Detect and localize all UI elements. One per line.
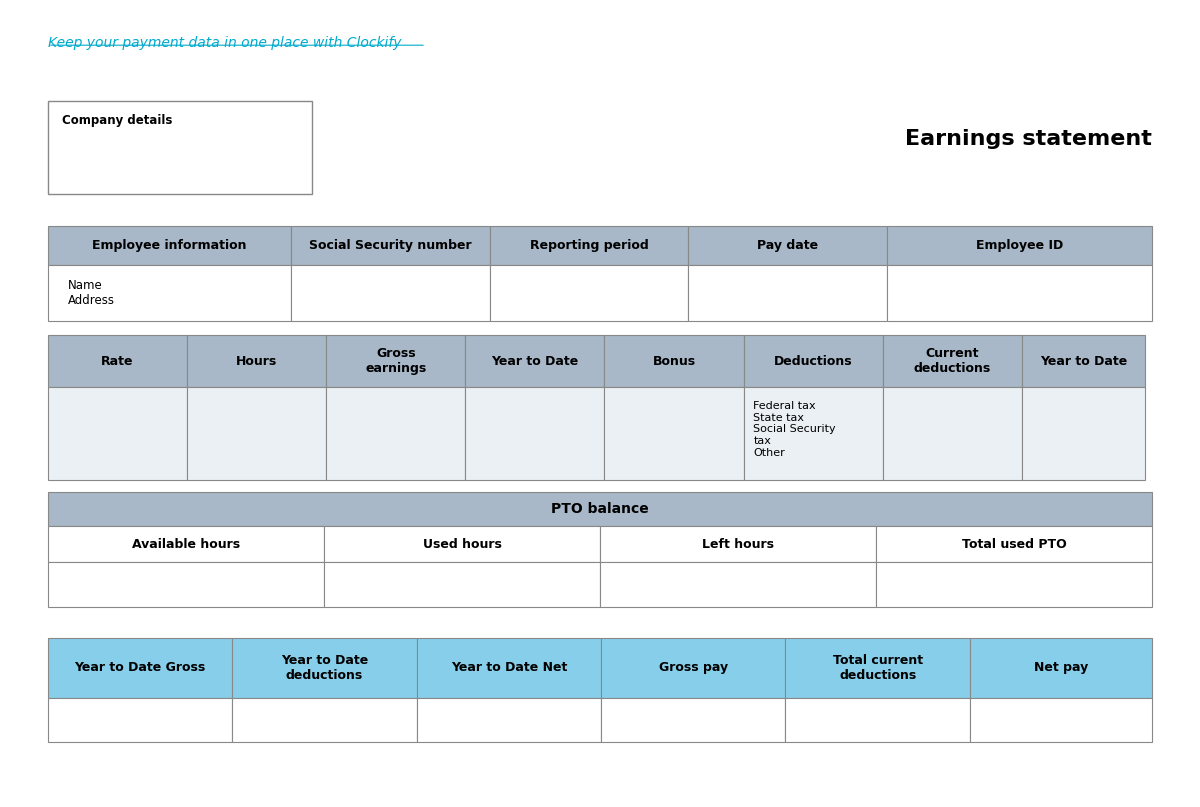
FancyBboxPatch shape — [601, 698, 786, 742]
FancyBboxPatch shape — [744, 335, 883, 387]
FancyBboxPatch shape — [887, 265, 1152, 321]
FancyBboxPatch shape — [48, 492, 1152, 526]
FancyBboxPatch shape — [48, 698, 233, 742]
Text: Year to Date Net: Year to Date Net — [451, 661, 568, 675]
Text: Gross
earnings: Gross earnings — [365, 347, 426, 375]
Text: Year to Date
deductions: Year to Date deductions — [281, 654, 368, 682]
FancyBboxPatch shape — [324, 526, 600, 562]
Text: Deductions: Deductions — [774, 354, 852, 368]
FancyBboxPatch shape — [416, 638, 601, 698]
FancyBboxPatch shape — [466, 335, 605, 387]
FancyBboxPatch shape — [48, 387, 187, 480]
FancyBboxPatch shape — [786, 638, 970, 698]
FancyBboxPatch shape — [48, 226, 290, 265]
Text: Employee ID: Employee ID — [976, 239, 1063, 252]
FancyBboxPatch shape — [601, 638, 786, 698]
FancyBboxPatch shape — [887, 226, 1152, 265]
FancyBboxPatch shape — [600, 562, 876, 607]
FancyBboxPatch shape — [416, 698, 601, 742]
FancyBboxPatch shape — [744, 387, 883, 480]
Text: Year to Date: Year to Date — [1040, 354, 1127, 368]
FancyBboxPatch shape — [883, 387, 1021, 480]
FancyBboxPatch shape — [187, 387, 326, 480]
Text: Social Security number: Social Security number — [308, 239, 472, 252]
Text: Year to Date Gross: Year to Date Gross — [74, 661, 206, 675]
FancyBboxPatch shape — [326, 387, 466, 480]
FancyBboxPatch shape — [876, 526, 1152, 562]
Text: Year to Date: Year to Date — [491, 354, 578, 368]
FancyBboxPatch shape — [883, 335, 1021, 387]
Text: Pay date: Pay date — [757, 239, 818, 252]
FancyBboxPatch shape — [48, 335, 187, 387]
Text: Rate: Rate — [101, 354, 134, 368]
FancyBboxPatch shape — [324, 562, 600, 607]
Text: Employee information: Employee information — [92, 239, 247, 252]
FancyBboxPatch shape — [1021, 387, 1145, 480]
FancyBboxPatch shape — [605, 335, 744, 387]
FancyBboxPatch shape — [689, 265, 887, 321]
FancyBboxPatch shape — [970, 638, 1152, 698]
FancyBboxPatch shape — [48, 526, 324, 562]
Text: Reporting period: Reporting period — [529, 239, 648, 252]
FancyBboxPatch shape — [48, 638, 233, 698]
FancyBboxPatch shape — [466, 387, 605, 480]
FancyBboxPatch shape — [490, 226, 689, 265]
FancyBboxPatch shape — [600, 526, 876, 562]
FancyBboxPatch shape — [48, 562, 324, 607]
Text: Net pay: Net pay — [1033, 661, 1088, 675]
FancyBboxPatch shape — [605, 387, 744, 480]
FancyBboxPatch shape — [970, 698, 1152, 742]
FancyBboxPatch shape — [490, 265, 689, 321]
Text: Earnings statement: Earnings statement — [905, 129, 1152, 149]
FancyBboxPatch shape — [326, 335, 466, 387]
Text: Available hours: Available hours — [132, 537, 240, 551]
Text: PTO balance: PTO balance — [551, 502, 649, 516]
Text: Keep your payment data in one place with Clockify: Keep your payment data in one place with… — [48, 36, 402, 50]
FancyBboxPatch shape — [290, 265, 490, 321]
Text: Bonus: Bonus — [653, 354, 696, 368]
FancyBboxPatch shape — [48, 265, 290, 321]
Text: Name
Address: Name Address — [67, 279, 114, 307]
FancyBboxPatch shape — [876, 562, 1152, 607]
Text: Current
deductions: Current deductions — [913, 347, 991, 375]
Text: Federal tax
State tax
Social Security
tax
Other: Federal tax State tax Social Security ta… — [754, 401, 836, 458]
FancyBboxPatch shape — [187, 335, 326, 387]
Text: Hours: Hours — [236, 354, 277, 368]
Text: Total used PTO: Total used PTO — [961, 537, 1067, 551]
Text: Gross pay: Gross pay — [659, 661, 728, 675]
Text: Total current
deductions: Total current deductions — [833, 654, 923, 682]
FancyBboxPatch shape — [786, 698, 970, 742]
FancyBboxPatch shape — [233, 638, 416, 698]
FancyBboxPatch shape — [290, 226, 490, 265]
FancyBboxPatch shape — [233, 698, 416, 742]
FancyBboxPatch shape — [689, 226, 887, 265]
Text: Left hours: Left hours — [702, 537, 774, 551]
Text: Company details: Company details — [62, 114, 173, 127]
Text: Used hours: Used hours — [422, 537, 502, 551]
FancyBboxPatch shape — [48, 101, 312, 194]
FancyBboxPatch shape — [1021, 335, 1145, 387]
